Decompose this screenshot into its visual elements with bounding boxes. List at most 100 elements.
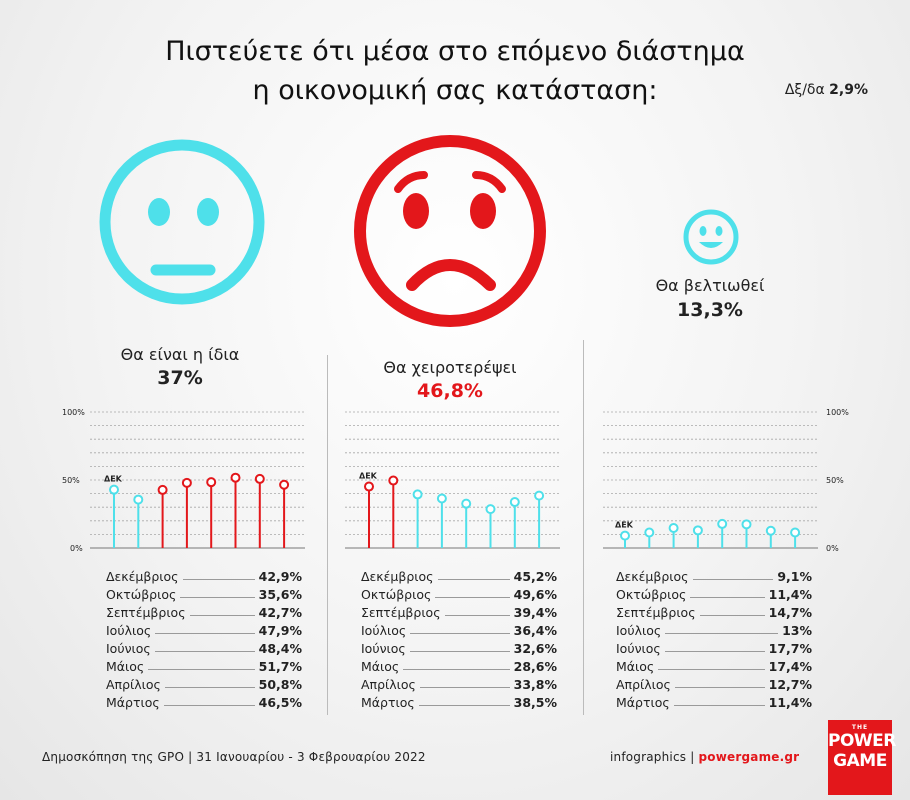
month-value: 28,6% [510,659,557,674]
data-point-2 [412,489,423,500]
table-row: Ιούνιος 32,6% [361,638,557,656]
table-row: Απρίλιος 12,7% [616,674,812,692]
history-charts: 100% 50% 0% 100% 50% 0% ΔΕΚ ΔΕΚ ΔΕΚ [62,408,849,553]
dec-marker-label: ΔΕΚ [104,475,123,484]
table-row: Ιούνιος 17,7% [616,638,812,656]
table-row: Δεκέμβριος 42,9% [106,566,302,584]
axis-label-100-right: 100% [826,408,849,417]
footer-infographics: infographics | [610,750,695,764]
category-value-worse: 46,8% [417,380,483,402]
month-value: 11,4% [765,587,812,602]
month-value: 35,6% [255,587,302,602]
table-row: Ιούνιος 48,4% [106,638,302,656]
leader-line [403,669,510,670]
table-row: Δεκέμβριος 9,1% [616,566,812,584]
month-label: Απρίλιος [361,677,416,692]
data-point-4 [206,477,217,488]
table-row: Σεπτέμβριος 42,7% [106,602,302,620]
data-point-1 [644,527,655,538]
month-label: Δεκέμβριος [616,569,689,584]
table-better: Δεκέμβριος 9,1% Οκτώβριος 11,4% Σεπτέμβριος 1… [616,566,812,710]
powergame-logo[interactable]: THE POWER GAME [828,720,896,795]
sad-face-icon [354,135,546,327]
month-label: Οκτώβριος [616,587,687,602]
month-value-text: 12,7% [768,677,812,692]
footer-site-link[interactable]: powergame.gr [698,750,800,764]
month-value-text: 11,4% [768,587,812,602]
month-value-text: 47,9% [258,623,302,638]
category-value-same: 37% [157,367,203,389]
data-point-3 [181,477,192,488]
leader-line [163,705,255,706]
table-row: Δεκέμβριος 45,2% [361,566,557,584]
axis-label-0-right: 0% [826,544,839,553]
month-value-text: 49,6% [513,587,557,602]
month-value: 33,8% [510,677,557,692]
month-value-text: 28,6% [513,659,557,674]
table-row: Απρίλιος 33,8% [361,674,557,692]
table-row: Ιούλιος 47,9% [106,620,302,638]
month-label: Ιούνιος [616,641,661,656]
month-label: Σεπτέμβριος [106,605,186,620]
data-point-5 [230,472,241,483]
leader-line [418,705,510,706]
month-label: Οκτώβριος [361,587,432,602]
month-value: 13% [778,623,812,638]
month-value: 46,5% [255,695,302,710]
leader-line [189,615,255,616]
month-value: 39,4% [510,605,557,620]
leader-line [690,597,765,598]
table-row: Ιούλιος 13% [616,620,812,638]
month-value-text: 17,7% [768,641,812,656]
axis-label-100-left: 100% [62,408,85,417]
data-point-3 [692,525,703,536]
data-point-6 [509,497,520,508]
month-value: 51,7% [255,659,302,674]
month-value: 49,6% [510,587,557,602]
month-value: 42,7% [255,605,302,620]
data-point-4 [461,498,472,509]
month-value-text: 51,7% [258,659,302,674]
month-value-text: 33,8% [513,677,557,692]
month-value: 12,7% [765,677,812,692]
month-value: 47,9% [255,623,302,638]
month-value-text: 46,5% [258,695,302,710]
month-label: Ιούνιος [106,641,151,656]
leader-line [437,579,510,580]
data-point-2 [157,484,168,495]
data-point-7 [279,479,290,490]
month-label: Ιούλιος [616,623,662,638]
month-value-text: 38,5% [513,695,557,710]
divider-1 [327,355,328,715]
axis-label-50-left: 50% [62,476,80,485]
logo-line-2: GAME [833,751,887,771]
month-value-text: 13% [782,623,812,638]
data-point-0 [364,481,374,492]
leader-line [435,597,510,598]
month-value: 42,9% [255,569,302,584]
title-line-2: η οικονομική σας κατάσταση: [252,75,658,106]
month-value-text: 48,4% [258,641,302,656]
title-line-1: Πιστεύετε ότι μέσα στο επόμενο διάστημα [165,36,745,67]
month-value: 50,8% [255,677,302,692]
table-row: Απρίλιος 50,8% [106,674,302,692]
data-point-7 [790,527,801,538]
leader-line [692,579,774,580]
month-value-text: 32,6% [513,641,557,656]
data-point-0 [620,530,630,541]
month-value: 36,4% [510,623,557,638]
month-value: 32,6% [510,641,557,656]
logo-the: THE [851,724,869,731]
dec-marker-label: ΔΕΚ [615,521,634,530]
month-label: Δεκέμβριος [106,569,179,584]
month-label: Δεκέμβριος [361,569,434,584]
category-label-worse: Θα χειροτερέψει [383,358,517,377]
month-value-text: 42,7% [258,605,302,620]
table-row: Σεπτέμβριος 14,7% [616,602,812,620]
leader-line [673,705,765,706]
leader-line [164,687,255,688]
month-label: Ιούνιος [361,641,406,656]
month-label: Μάιος [616,659,655,674]
leader-line [699,615,765,616]
dkdt-text: Δξ/δα [784,82,825,98]
